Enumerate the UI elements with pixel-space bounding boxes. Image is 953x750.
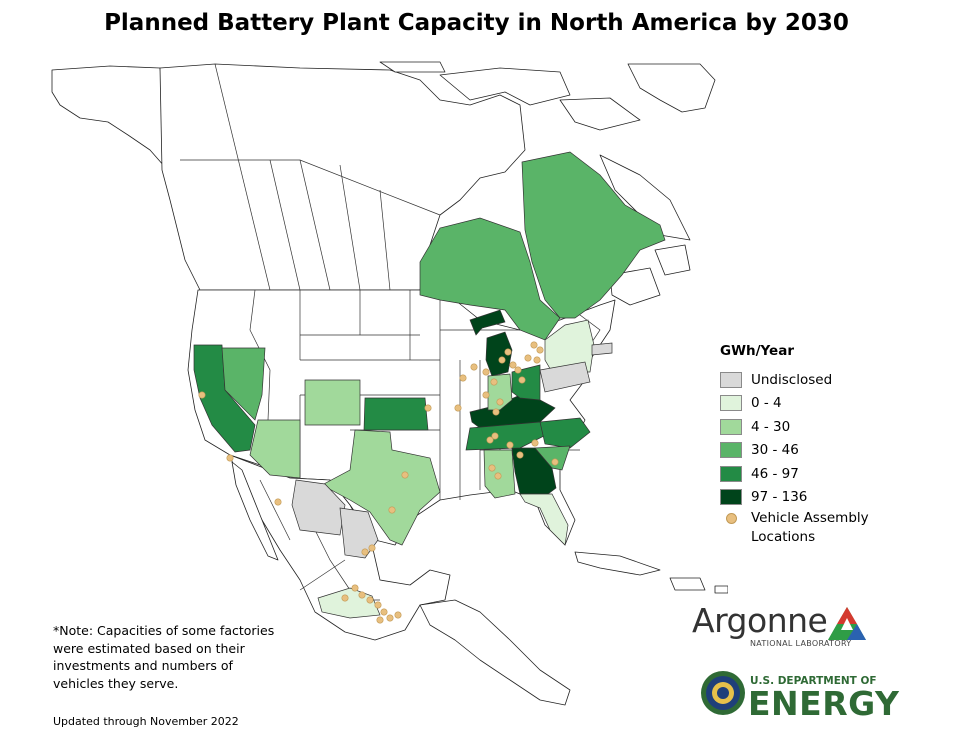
region-north-carolina[interactable] [539,417,591,449]
region-arizona[interactable] [249,419,301,479]
argonne-logo: Argonne NATIONAL LABORATORY [692,601,852,649]
legend-vehicle-line2: Locations [751,529,816,545]
legend-swatch [720,465,742,482]
legend-label: 30 - 46 [751,442,799,459]
legend-vehicle-label: Vehicle Assembly Locations [751,509,869,547]
legend-swatch [720,489,742,506]
region-massachusetts[interactable] [591,342,613,356]
capacity-note: *Note: Capacities of some factories were… [53,622,303,692]
region-florida[interactable] [519,493,569,546]
map-title: Planned Battery Plant Capacity in North … [104,10,849,36]
legend-title: GWh/Year [720,343,794,359]
doe-top-text: U.S. DEPARTMENT OF [750,675,877,687]
legend-swatch [720,442,742,459]
legend-swatch [720,395,742,412]
legend-item-undisclosed: Undisclosed [720,368,869,392]
argonne-name: Argonne [692,601,828,640]
arctic-island-2 [559,97,641,131]
note-line: investments and numbers of [53,658,233,673]
legend-swatch [720,418,742,435]
region-kansas[interactable] [363,397,429,431]
baja [231,461,279,561]
legend-vehicle-line1: Vehicle Assembly [751,510,869,526]
arctic-island-3 [379,61,446,73]
central-america [419,599,571,706]
arctic-island-1 [439,67,571,106]
note-line: were estimated based on their [53,640,245,656]
legend-swatch [720,371,742,388]
hispaniola [669,577,706,591]
legend-item-vehicle-assembly: Vehicle Assembly Locations [720,509,869,547]
caribbean-isles [714,585,728,594]
legend-item-97-136: 97 - 136 [720,486,869,510]
updated-note: Updated through November 2022 [53,715,239,728]
region-chihuahua[interactable] [291,479,346,536]
newfoundland [654,244,691,276]
note-line: *Note: Capacities of some factories [53,623,275,638]
legend-label: 46 - 97 [751,465,799,482]
land-base [51,61,728,706]
region-south-carolina[interactable] [534,445,571,471]
legend-label: Undisclosed [751,371,833,388]
north-america-map [51,61,728,706]
doe-main-text: ENERGY [748,684,900,723]
legend-item-30-46: 30 - 46 [720,439,869,463]
argonne-sub: NATIONAL LABORATORY [750,639,852,648]
maritimes [609,267,661,306]
region-ohio[interactable] [511,364,541,401]
legend-item-4-30: 4 - 30 [720,415,869,439]
capacity-regions [193,151,666,619]
legend-label: 0 - 4 [751,395,782,412]
map-legend: GWh/Year Undisclosed 0 - 4 4 - 30 30 - 4… [720,343,869,547]
legend-dot-wrap [720,509,742,524]
argonne-triangle-icon [828,607,866,640]
region-nevada[interactable] [221,347,266,421]
vehicle-assembly-locations [198,341,559,624]
cuba [574,551,661,576]
region-new-york[interactable] [544,319,595,373]
region-ontario[interactable] [419,217,561,341]
doe-seal-icon [701,671,745,715]
legend-label: 4 - 30 [751,418,791,435]
legend-label: 97 - 136 [751,489,808,506]
note-line: vehicles they serve. [53,675,179,691]
region-colorado[interactable] [304,379,361,426]
greenland [627,63,716,113]
vehicle-dot-icon [725,513,737,524]
legend-item-0-4: 0 - 4 [720,392,869,416]
region-pennsylvania[interactable] [539,361,591,393]
legend-item-46-97: 46 - 97 [720,462,869,486]
region-quebec[interactable] [521,151,666,319]
labrador [599,154,691,241]
